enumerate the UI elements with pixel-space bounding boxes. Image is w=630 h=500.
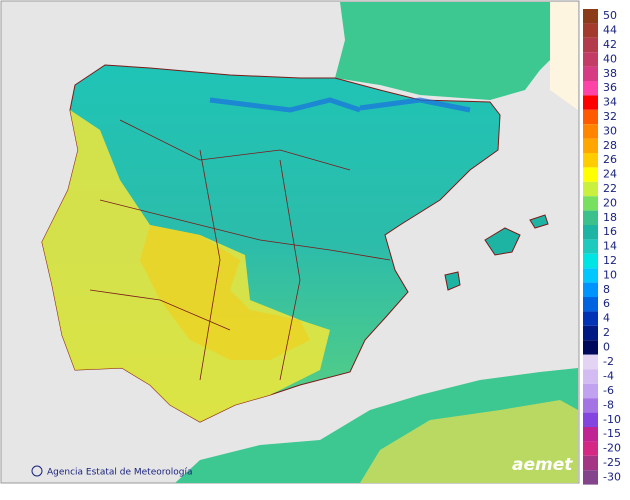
- legend: 5044424038363432302826242220181614121086…: [583, 9, 621, 485]
- legend-label: -8: [603, 398, 614, 411]
- legend-label: 18: [603, 211, 617, 224]
- legend-label: 26: [603, 153, 617, 166]
- legend-label: -4: [603, 370, 614, 383]
- legend-swatch: [583, 210, 598, 225]
- legend-label: 4: [603, 312, 610, 325]
- legend-label: -2: [603, 355, 614, 368]
- legend-label: 8: [603, 283, 610, 296]
- legend-swatch: [583, 325, 598, 341]
- legend-swatch: [583, 441, 598, 456]
- legend-swatch: [583, 52, 598, 67]
- legend-label: 40: [603, 52, 617, 65]
- legend-label: 38: [603, 67, 617, 80]
- legend-label: -10: [603, 413, 621, 426]
- legend-swatch: [583, 81, 598, 96]
- legend-swatch: [583, 383, 598, 399]
- legend-label: 2: [603, 326, 610, 339]
- menorca: [529, 214, 549, 229]
- legend-label: -6: [603, 384, 614, 397]
- legend-label: -15: [603, 427, 621, 440]
- legend-label: 50: [603, 9, 617, 22]
- legend-swatch: [583, 196, 598, 211]
- outside-area: [550, 2, 578, 110]
- legend-swatch: [583, 225, 598, 240]
- province-borders: [89, 119, 391, 381]
- legend-label: 28: [603, 139, 617, 152]
- legend-swatch: [583, 9, 598, 24]
- credit: Agencia Estatal de Meteorología: [47, 468, 193, 478]
- legend-swatch: [583, 297, 598, 312]
- legend-swatch: [583, 311, 598, 326]
- legend-swatch: [583, 138, 598, 153]
- legend-label: 32: [603, 110, 617, 123]
- legend-swatch: [583, 95, 598, 110]
- legend-label: 22: [603, 182, 617, 195]
- legend-swatch: [583, 37, 598, 53]
- legend-swatch: [583, 153, 598, 168]
- legend-swatch: [583, 268, 598, 283]
- legend-label: 6: [603, 297, 610, 310]
- legend-label: 10: [603, 268, 617, 281]
- legend-swatch: [583, 253, 598, 269]
- legend-label: 30: [603, 124, 617, 137]
- legend-swatch: [583, 66, 598, 81]
- legend-swatch: [583, 455, 598, 471]
- legend-swatch: [583, 23, 598, 38]
- legend-swatch: [583, 109, 598, 125]
- legend-swatch: [583, 239, 598, 254]
- legend-label: 0: [603, 340, 610, 353]
- legend-label: 14: [603, 240, 617, 253]
- credit-icon: [31, 465, 43, 477]
- legend-swatch: [583, 282, 598, 297]
- legend-swatch: [583, 124, 598, 139]
- legend-swatch: [583, 470, 598, 485]
- legend-label: 42: [603, 38, 617, 51]
- legend-swatch: [583, 427, 598, 442]
- legend-swatch: [583, 355, 598, 370]
- ibiza: [444, 271, 461, 291]
- mountains: [209, 97, 471, 113]
- legend-swatch: [583, 181, 598, 197]
- legend-label: -25: [603, 456, 621, 469]
- legend-label: 44: [603, 24, 617, 37]
- warm-core: [140, 225, 310, 360]
- legend-swatch: [583, 340, 598, 355]
- legend-label: 20: [603, 196, 617, 209]
- legend-label: 34: [603, 96, 617, 109]
- legend-swatch: [583, 412, 598, 427]
- france: [335, 2, 550, 100]
- legend-swatch: [583, 167, 598, 182]
- legend-swatch: [583, 369, 598, 384]
- legend-label: 12: [603, 254, 617, 267]
- africa-warm: [360, 400, 578, 483]
- legend-swatch: [583, 398, 598, 413]
- legend-label: -30: [603, 470, 621, 483]
- legend-label: 36: [603, 81, 617, 94]
- legend-label: 16: [603, 225, 617, 238]
- legend-label: 24: [603, 168, 617, 181]
- logo: aemet: [512, 455, 573, 475]
- legend-label: -20: [603, 442, 621, 455]
- mallorca: [484, 227, 521, 256]
